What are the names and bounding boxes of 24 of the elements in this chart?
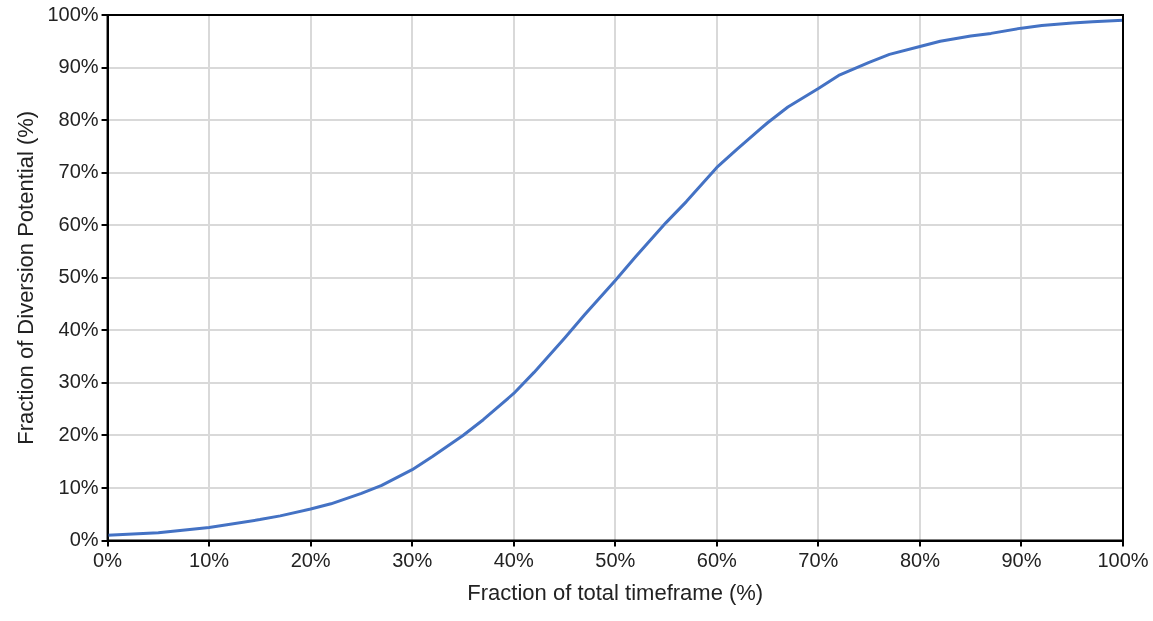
y-tick-label: 70% <box>58 160 99 183</box>
x-tick-label: 60% <box>696 549 738 572</box>
x-tick-label: 100% <box>1097 549 1149 572</box>
y-tick-label: 90% <box>58 55 99 78</box>
x-tick-label: 40% <box>493 549 534 572</box>
x-tick-label: 50% <box>595 549 636 572</box>
x-tick-label: 70% <box>798 549 839 572</box>
y-tick-label: 10% <box>58 475 99 498</box>
y-tick-label: 80% <box>58 107 99 130</box>
y-axis-title: Fraction of Diversion Potential (%) <box>13 110 39 445</box>
x-tick-label: 10% <box>189 549 230 572</box>
x-tick-label: 90% <box>1001 549 1042 572</box>
x-tick-label: 30% <box>392 549 433 572</box>
x-axis-title: Fraction of total timeframe (%) <box>467 579 764 605</box>
y-tick-label: 60% <box>58 212 99 235</box>
y-tick-label: 30% <box>58 370 99 393</box>
y-tick-label: 20% <box>58 423 99 445</box>
y-tick-label: 40% <box>58 317 99 340</box>
y-tick-label: 100% <box>47 2 99 25</box>
x-tick-label: 80% <box>899 549 941 572</box>
y-tick-label: 50% <box>58 265 99 288</box>
x-tick-label: 0% <box>93 549 123 572</box>
y-tick-label: 0% <box>69 528 99 551</box>
x-tick-label: 20% <box>290 549 331 572</box>
